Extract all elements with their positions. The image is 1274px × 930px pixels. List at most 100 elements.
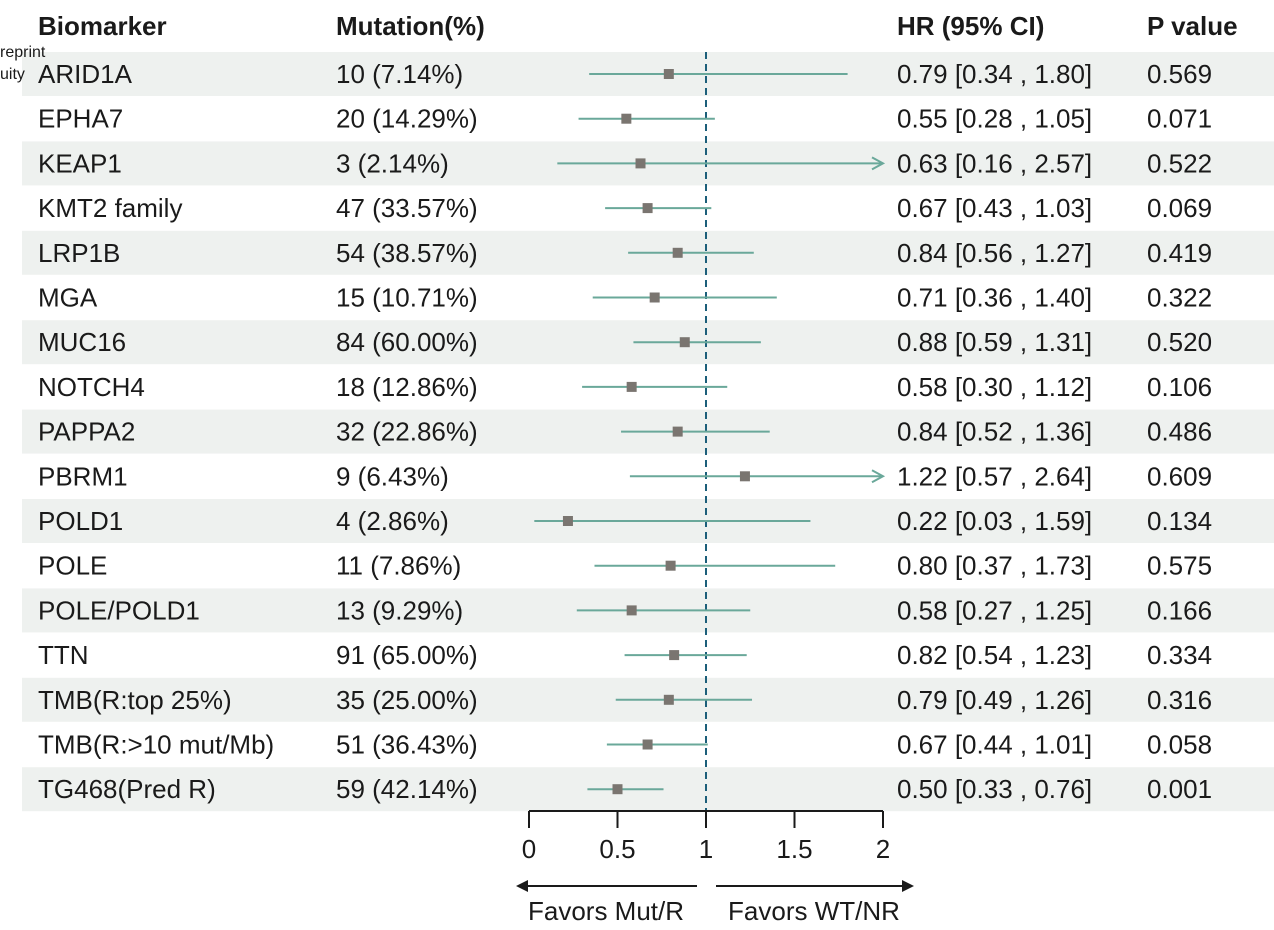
- header-hr: HR (95% CI): [897, 11, 1044, 41]
- mutation-value: 20 (14.29%): [336, 104, 478, 134]
- biomarker-label: KEAP1: [38, 148, 122, 178]
- p-value: 0.486: [1147, 417, 1212, 447]
- ci-marks: [534, 69, 886, 795]
- p-value: 0.058: [1147, 730, 1212, 760]
- biomarker-label: EPHA7: [38, 104, 123, 134]
- header-biomarker: Biomarker: [38, 11, 167, 41]
- hr-point: [642, 739, 653, 750]
- hr-point: [679, 337, 690, 348]
- biomarker-label: ARID1A: [38, 59, 133, 89]
- x-axis: 0 0.5 1 1.5 2: [522, 810, 890, 864]
- p-value: 0.166: [1147, 595, 1212, 625]
- header-pvalue: P value: [1147, 11, 1238, 41]
- axis-tick-label: 1.5: [776, 834, 812, 864]
- hr-point: [672, 426, 683, 437]
- biomarker-label: TMB(R:top 25%): [38, 685, 232, 715]
- hr-ci-value: 0.67 [0.44 , 1.01]: [897, 730, 1092, 760]
- hr-ci-value: 0.88 [0.59 , 1.31]: [897, 327, 1092, 357]
- hr-ci-value: 1.22 [0.57 , 2.64]: [897, 461, 1092, 491]
- mutation-value: 10 (7.14%): [336, 59, 463, 89]
- header-mutation: Mutation(%): [336, 11, 485, 41]
- p-value: 0.569: [1147, 59, 1212, 89]
- hr-ci-value: 0.67 [0.43 , 1.03]: [897, 193, 1092, 223]
- biomarker-label: NOTCH4: [38, 372, 145, 402]
- mutation-value: 59 (42.14%): [336, 774, 478, 804]
- biomarker-label: POLE: [38, 551, 107, 581]
- hr-ci-value: 0.79 [0.34 , 1.80]: [897, 59, 1092, 89]
- ci-clip-arrow: [871, 156, 886, 171]
- biomarker-label: PBRM1: [38, 461, 128, 491]
- arrow-left-label: Favors Mut/R: [528, 896, 684, 925]
- hr-point: [663, 69, 674, 79]
- hr-ci-value: 0.50 [0.33 , 0.76]: [897, 774, 1092, 804]
- p-value: 0.134: [1147, 506, 1212, 536]
- hr-point: [642, 203, 653, 214]
- mutation-value: 4 (2.86%): [336, 506, 449, 536]
- biomarker-label: LRP1B: [38, 238, 120, 268]
- hr-ci-value: 0.58 [0.27 , 1.25]: [897, 595, 1092, 625]
- hr-point: [621, 113, 632, 124]
- hr-ci-value: 0.84 [0.56 , 1.27]: [897, 238, 1092, 268]
- mutation-value: 91 (65.00%): [336, 640, 478, 670]
- watermark-text: reprint: [0, 44, 46, 61]
- mutation-value: 13 (9.29%): [336, 595, 463, 625]
- mutation-value: 84 (60.00%): [336, 327, 478, 357]
- mutation-value: 15 (10.71%): [336, 283, 478, 313]
- direction-arrows: Favors Mut/R Favors WT/NR: [516, 880, 914, 926]
- watermark-text: uity: [0, 66, 25, 83]
- p-value: 0.609: [1147, 461, 1212, 491]
- hr-ci-value: 0.55 [0.28 , 1.05]: [897, 104, 1092, 134]
- hr-point: [669, 650, 680, 661]
- hr-ci-value: 0.80 [0.37 , 1.73]: [897, 551, 1092, 581]
- axis-tick-label: 0: [522, 834, 536, 864]
- hr-point: [665, 560, 676, 571]
- hr-point: [672, 247, 683, 258]
- arrow-right-head: [902, 880, 914, 892]
- p-value: 0.520: [1147, 327, 1212, 357]
- biomarker-label: KMT2 family: [38, 193, 182, 223]
- hr-ci-value: 0.84 [0.52 , 1.36]: [897, 417, 1092, 447]
- hr-ci-value: 0.22 [0.03 , 1.59]: [897, 506, 1092, 536]
- p-value: 0.334: [1147, 640, 1212, 670]
- mutation-value: 51 (36.43%): [336, 730, 478, 760]
- hr-ci-value: 0.79 [0.49 , 1.26]: [897, 685, 1092, 715]
- mutation-value: 3 (2.14%): [336, 148, 449, 178]
- biomarker-label: TG468(Pred R): [38, 774, 216, 804]
- biomarker-label: MUC16: [38, 327, 126, 357]
- watermark: reprint uity: [0, 44, 46, 83]
- arrow-right-label: Favors WT/NR: [728, 896, 900, 925]
- p-value: 0.071: [1147, 104, 1212, 134]
- axis-tick-label: 0.5: [599, 834, 635, 864]
- p-value: 0.322: [1147, 283, 1212, 313]
- p-value: 0.522: [1147, 148, 1212, 178]
- hr-point: [663, 694, 674, 705]
- mutation-value: 18 (12.86%): [336, 372, 478, 402]
- ci-clip-arrow: [871, 469, 886, 484]
- hr-ci-value: 0.71 [0.36 , 1.40]: [897, 283, 1092, 313]
- biomarker-label: POLE/POLD1: [38, 595, 200, 625]
- biomarker-label: PAPPA2: [38, 417, 135, 447]
- hr-point: [635, 158, 646, 169]
- mutation-value: 54 (38.57%): [336, 238, 478, 268]
- hr-point: [649, 292, 660, 303]
- hr-point: [612, 784, 623, 795]
- hr-point: [626, 605, 637, 616]
- biomarker-label: POLD1: [38, 506, 123, 536]
- table-rows: ARID1A 10 (7.14%) 0.79 [0.34 , 1.80] 0.569 E…: [38, 59, 1212, 804]
- mutation-value: 35 (25.00%): [336, 685, 478, 715]
- hr-point: [739, 471, 750, 482]
- mutation-value: 47 (33.57%): [336, 193, 478, 223]
- p-value: 0.069: [1147, 193, 1212, 223]
- mutation-value: 32 (22.86%): [336, 417, 478, 447]
- axis-tick-label: 1: [699, 834, 713, 864]
- p-value: 0.106: [1147, 372, 1212, 402]
- hr-ci-value: 0.63 [0.16 , 2.57]: [897, 148, 1092, 178]
- column-headers: Biomarker Mutation(%) HR (95% CI) P value: [38, 11, 1238, 41]
- biomarker-label: MGA: [38, 283, 98, 313]
- hr-ci-value: 0.82 [0.54 , 1.23]: [897, 640, 1092, 670]
- hr-point: [562, 516, 573, 526]
- p-value: 0.575: [1147, 551, 1212, 581]
- mutation-value: 9 (6.43%): [336, 461, 449, 491]
